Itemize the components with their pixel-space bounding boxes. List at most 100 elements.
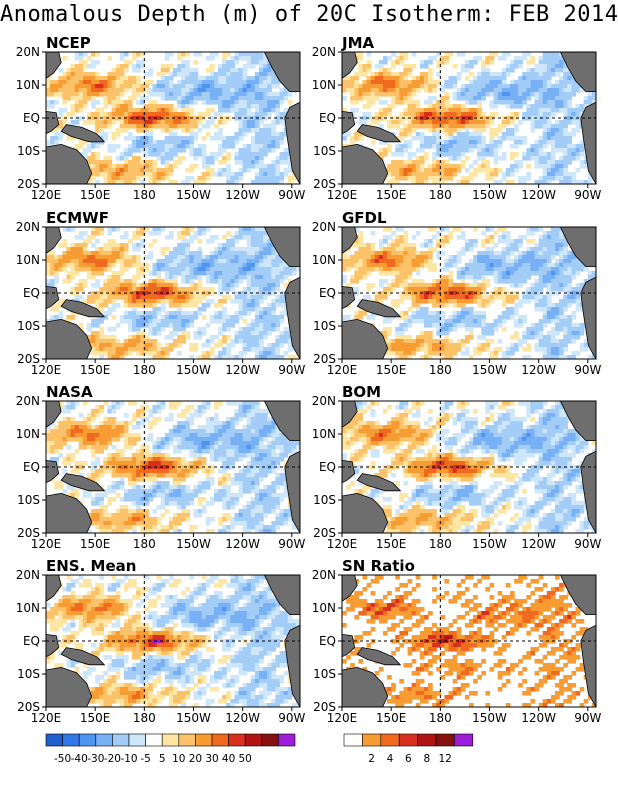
land-mass <box>284 101 300 184</box>
panel-title: JMA <box>341 34 375 52</box>
colorbar-label: 4 <box>387 753 394 765</box>
lat-tick-label: 10N <box>312 78 336 92</box>
lat-tick-label: 10N <box>312 427 336 441</box>
lat-tick-label: 20S <box>17 177 40 191</box>
land-mass <box>580 450 596 533</box>
lat-tick-label: 20S <box>17 352 40 366</box>
colorbar-swatch <box>95 733 113 747</box>
panel-title: NCEP <box>46 34 91 52</box>
land-mass <box>342 492 389 533</box>
lat-tick-label: 20N <box>312 568 336 582</box>
land-mass <box>356 473 402 492</box>
figure-title: Anomalous Depth (m) of 20C Isotherm: FEB… <box>0 2 618 27</box>
colorbar-swatch <box>211 733 229 747</box>
land-mass <box>356 299 402 318</box>
colorbar-swatch <box>244 733 263 747</box>
colorbar-swatch <box>62 733 80 747</box>
lon-tick-label: 90W <box>278 711 305 725</box>
lon-tick-label: 150W <box>176 537 211 551</box>
lat-tick-label: 10N <box>16 427 40 441</box>
panel-title: SN Ratio <box>342 557 415 575</box>
map-panel-3: 120E 150E 180 150W 120W 90W 20N 10N EQ 10S 20S ECMW… <box>16 209 306 377</box>
land-mass <box>46 401 62 428</box>
lon-tick-label: 120W <box>521 363 556 377</box>
colorbar-label: 2 <box>368 753 375 765</box>
land-mass <box>342 666 389 707</box>
lon-tick-label: 180 <box>133 188 156 202</box>
colorbar-label: 6 <box>405 753 412 765</box>
lon-tick-label: 180 <box>429 363 452 377</box>
lon-tick-label: 150E <box>376 188 407 202</box>
panel-title: GFDL <box>342 209 387 227</box>
colorbar-label: 10 <box>172 753 185 765</box>
lon-tick-label: 120W <box>521 711 556 725</box>
land-mass <box>263 227 300 267</box>
lon-tick-label: 150E <box>80 188 111 202</box>
lat-tick-label: 20S <box>17 526 40 540</box>
lat-tick-label: 20N <box>16 45 40 59</box>
lat-tick-label: 10S <box>313 144 336 158</box>
lat-tick-label: 20S <box>313 526 336 540</box>
lat-tick-label: 20S <box>313 700 336 714</box>
lat-tick-label: 10S <box>313 667 336 681</box>
lat-tick-label: 20S <box>313 177 336 191</box>
land-mass <box>46 492 93 533</box>
lon-tick-label: 150W <box>176 711 211 725</box>
lon-tick-label: 120W <box>225 537 260 551</box>
land-mass <box>60 647 106 666</box>
land-mass <box>263 575 300 615</box>
lat-tick-label: EQ <box>319 111 336 125</box>
colorbar-swatch <box>145 733 163 747</box>
lon-tick-label: 150E <box>80 537 111 551</box>
land-mass <box>342 227 358 254</box>
land-mass <box>46 318 93 359</box>
map-panel-8: 120E 150E 180 150W 120W 90W 20N 10N EQ 10S 20S SN R… <box>312 557 602 725</box>
lat-tick-label: EQ <box>23 460 40 474</box>
colorbar-label: 8 <box>423 753 430 765</box>
land-mass <box>46 227 62 254</box>
lat-tick-label: 10S <box>17 667 40 681</box>
lon-tick-label: 120E <box>31 363 62 377</box>
colorbar-label: 40 <box>222 753 235 765</box>
lon-tick-label: 120W <box>521 537 556 551</box>
lon-tick-label: 90W <box>574 537 601 551</box>
colorbar-swatch <box>78 733 97 747</box>
lat-tick-label: 10N <box>16 253 40 267</box>
land-mass <box>342 110 356 135</box>
land-mass <box>46 52 62 79</box>
lon-tick-label: 150E <box>376 537 407 551</box>
colorbar-swatch <box>278 733 296 747</box>
land-mass <box>342 318 389 359</box>
land-mass <box>356 124 402 143</box>
colorbar-swatch <box>261 733 279 747</box>
colorbar-label: -5 <box>140 753 150 765</box>
land-mass <box>60 124 106 143</box>
land-mass <box>263 52 300 92</box>
lon-tick-label: 120E <box>31 711 62 725</box>
anomaly-colorbar: -50 -40 -30 -20 -10 -5 5 10 20 30 40 50 <box>45 733 296 765</box>
lon-tick-label: 150W <box>472 363 507 377</box>
lat-tick-label: EQ <box>23 634 40 648</box>
colorbar-swatch <box>435 733 455 747</box>
land-mass <box>559 227 596 267</box>
land-mass <box>263 401 300 441</box>
lat-tick-label: EQ <box>319 286 336 300</box>
lon-tick-label: 150W <box>176 363 211 377</box>
lon-tick-label: 120W <box>225 363 260 377</box>
land-mass <box>580 276 596 359</box>
land-mass <box>580 624 596 707</box>
land-mass <box>559 52 596 92</box>
map-panel-2: 120E 150E 180 150W 120W 90W 20N 10N EQ 10S 20S JMA <box>312 34 602 202</box>
panel-title: ECMWF <box>46 209 109 227</box>
colorbar-swatch <box>380 733 400 747</box>
land-mass <box>46 459 60 484</box>
lon-tick-label: 120E <box>31 537 62 551</box>
lon-tick-label: 90W <box>278 363 305 377</box>
colorbar-label: 5 <box>159 753 166 765</box>
lat-tick-label: 20N <box>312 220 336 234</box>
colorbar-swatch <box>128 733 146 747</box>
colorbar-swatch <box>195 733 213 747</box>
lat-tick-label: 20S <box>313 352 336 366</box>
lat-tick-label: 10S <box>17 493 40 507</box>
lon-tick-label: 120E <box>327 711 358 725</box>
